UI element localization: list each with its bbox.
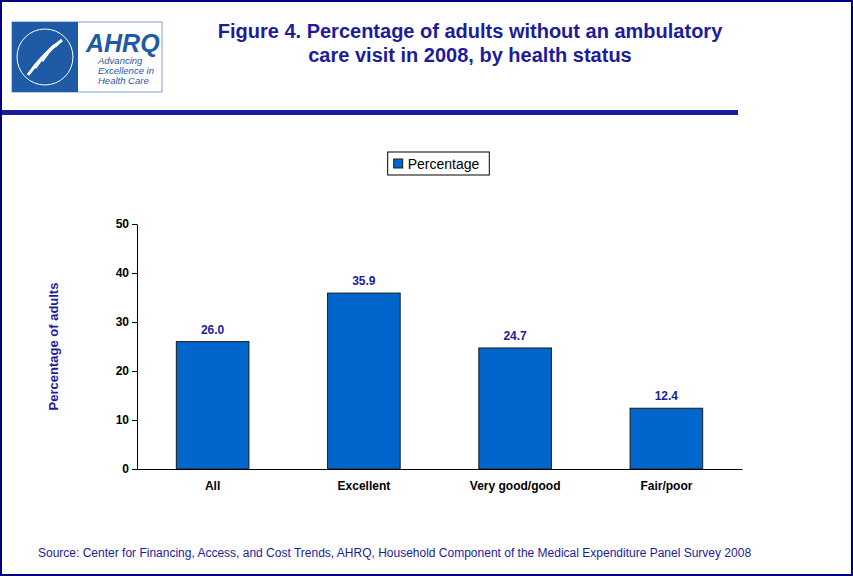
logo-box [12,22,162,92]
y-tick-mark [132,273,137,274]
legend: Percentage [388,152,490,175]
title-line: care visit in 2008, by health status [308,44,631,66]
legend-box [388,152,490,175]
logo-hhs-square [12,22,78,92]
logo: AHRQAdvancingExcellence inHealth Care [12,22,162,92]
header-rule [2,110,738,115]
data-label: 24.7 [503,329,527,343]
y-tick-mark [132,224,137,225]
y-tick: 0 [122,462,137,476]
y-axis-line [137,225,138,470]
data-labels: 26.0 35.9 24.7 12.4 [201,274,678,403]
y-tick-mark [132,469,137,470]
x-axis: All Excellent Very good/good Fair/poor [138,469,743,493]
chart-svg: AHRQAdvancingExcellence inHealth Care Fig… [0,0,853,576]
data-label: 35.9 [352,274,376,288]
y-tick-mark [132,420,137,421]
y-tick-mark [132,322,137,323]
data-label: 12.4 [655,389,679,403]
y-tick-label: 50 [116,217,130,231]
y-tick-label: 20 [116,364,130,378]
y-tick: 20 [116,364,137,378]
y-tick: 30 [116,315,137,329]
x-tick-label: All [205,479,220,493]
logo-seal-ring [17,29,73,85]
y-tick-label: 40 [116,266,130,280]
bars [176,293,702,469]
y-tick: 40 [116,266,137,280]
x-tick: Fair/poor [640,469,692,493]
chart-title: Figure 4. Percentage of adults without a… [218,20,723,66]
bar [176,342,249,469]
bar [328,293,401,469]
chart-container: AHRQAdvancingExcellence inHealth Care Fig… [0,0,853,576]
x-tick-label: Excellent [338,479,391,493]
y-tick-label: 30 [116,315,130,329]
page-frame [1,1,852,575]
y-tick-mark [132,371,137,372]
logo-tagline: Health Care [98,75,149,86]
title-line: Figure 4. Percentage of adults without a… [218,20,723,42]
logo-eagle-stroke [42,46,55,61]
y-axis-title: Percentage of adults [46,283,61,411]
logo-eagle-stroke [28,40,62,75]
x-tick-label: Fair/poor [640,479,692,493]
source-note: Source: Center for Financing, Access, an… [38,546,751,560]
legend-label: Percentage [408,156,480,172]
legend-swatch [394,159,403,168]
bar [479,348,552,469]
logo-name: AHRQ [85,29,160,57]
bar [630,408,703,469]
y-axis: 0 10 20 30 40 50 [116,217,138,476]
y-tick-label: 0 [122,462,129,476]
x-tick: Very good/good [470,469,561,493]
y-tick-label: 10 [116,413,130,427]
x-tick-label: Very good/good [470,479,561,493]
logo-eagle-stroke [35,44,59,69]
x-axis-line [138,469,743,470]
data-label: 26.0 [201,323,225,337]
y-tick: 50 [116,217,137,231]
x-tick: All [205,469,220,493]
y-tick: 10 [116,413,137,427]
x-tick: Excellent [338,469,391,493]
